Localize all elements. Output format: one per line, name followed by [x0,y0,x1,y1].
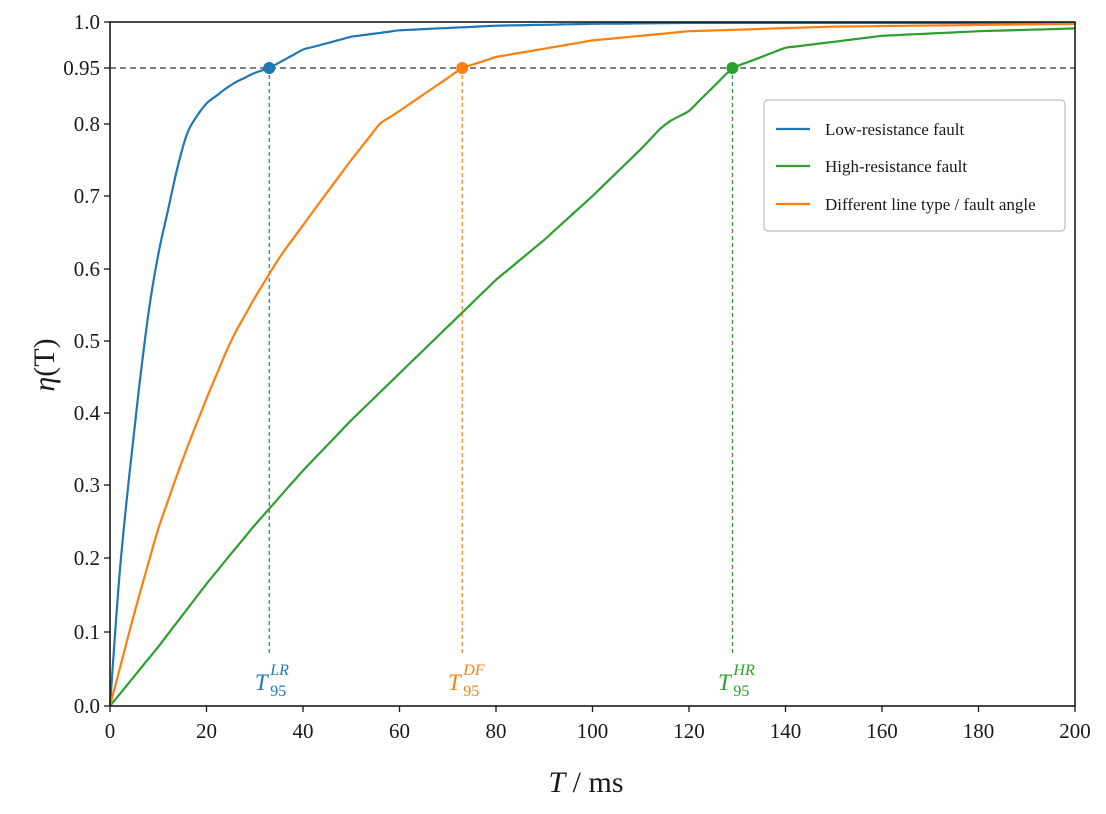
y-tick-label: 0.2 [74,546,100,570]
x-tick-label: 120 [673,719,705,743]
x-tick-label: 20 [196,719,217,743]
t95-label-sub: 95 [270,683,286,700]
t95-points [263,62,739,74]
x-tick-label: 180 [963,719,995,743]
x-tick-label: 60 [389,719,410,743]
t95-label-base: T [255,670,270,695]
y-tick-label: 0.7 [74,184,100,208]
y-tick-label: 1.0 [74,10,100,34]
y-axis-title: η(T) [28,338,61,391]
x-axis-symbol: T [548,766,567,799]
x-tick-label: 80 [486,719,507,743]
legend-label-low-resistance: Low-resistance fault [825,120,965,139]
legend-label-high-resistance: High-resistance fault [825,157,967,176]
y-axis-symbol: η [28,377,61,392]
legend-label-different-line-type: Different line type / fault angle [825,195,1036,214]
t95-label: T HR 95 [718,662,755,700]
t95-label-sub: 95 [733,683,749,700]
x-tick-label: 160 [866,719,898,743]
y-tick-label: 0.6 [74,257,100,281]
y-axis-ticks: 0.0 0.1 0.2 0.3 0.4 0.5 0.6 0.7 0.8 0.95 1.0 [63,10,110,718]
t95-label-sup: LR [269,662,289,679]
y-tick-label: 0.0 [74,694,100,718]
t95-label-base: T [448,670,463,695]
t95-label-sup: HR [732,662,755,679]
series-line [108,22,1076,707]
x-tick-label: 0 [105,719,116,743]
x-tick-label: 100 [577,719,609,743]
y-tick-label: 0.4 [74,401,101,425]
t95-label-base: T [718,670,733,695]
t95-point [456,62,469,74]
y-tick-label: 0.8 [74,112,100,136]
y-tick-label: 0.3 [74,473,100,497]
x-axis-unit: / ms [565,766,623,799]
t95-label: T LR 95 [255,662,289,700]
t95-label: T DF 95 [448,662,485,700]
t95-label-sup: DF [462,662,485,679]
y-tick-label: 0.95 [63,56,100,80]
x-axis-title: T / ms [548,766,623,799]
y-axis-arg: (T) [28,338,61,376]
x-axis-ticks: 0 20 40 60 80 100 120 140 160 180 200 [105,706,1091,743]
t95-point [263,62,276,74]
t95-label-sub: 95 [463,683,479,700]
series-line [109,27,1076,707]
x-tick-label: 40 [293,719,314,743]
x-tick-label: 200 [1059,719,1091,743]
legend-box [763,99,1066,232]
y-tick-label: 0.5 [74,329,100,353]
t95-point [726,62,739,74]
legend: Low-resistance fault High-resistance fau… [763,99,1066,232]
y-tick-label: 0.1 [74,620,100,644]
x-tick-label: 140 [770,719,802,743]
